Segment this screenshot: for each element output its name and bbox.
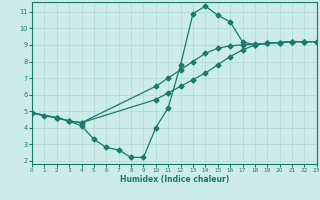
X-axis label: Humidex (Indice chaleur): Humidex (Indice chaleur) bbox=[120, 175, 229, 184]
